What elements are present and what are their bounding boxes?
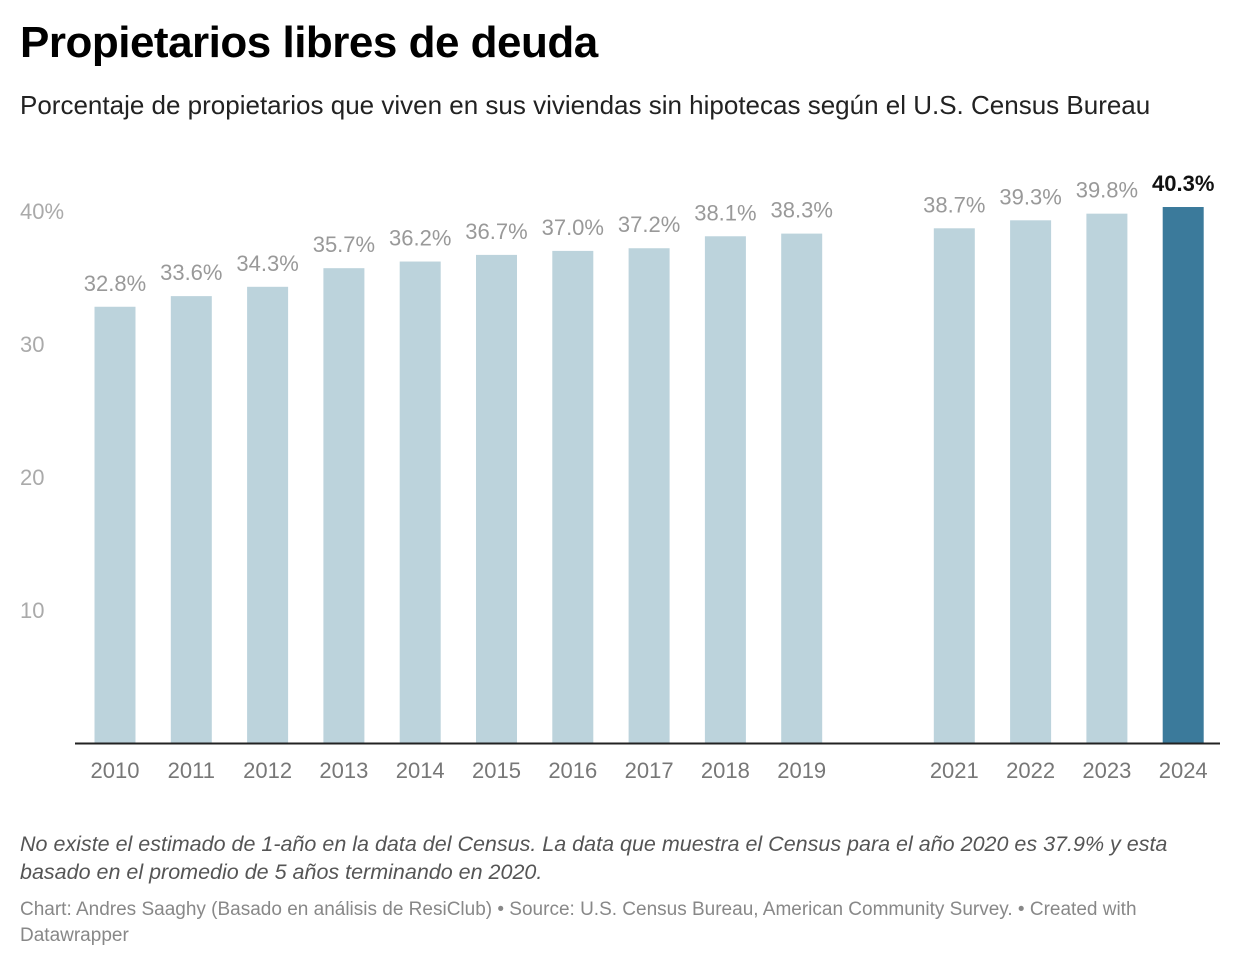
bar-chart: 10 20 30 40% 32.8% 2010 33.6% 2011 34.3% 2012 35.7… [20, 171, 1220, 783]
bar-2016 [552, 250, 594, 743]
x-tick-label: 2010 [91, 758, 140, 783]
chart-subtitle: Porcentaje de propietarios que viven en … [20, 90, 1151, 120]
data-label-2011: 33.6% [160, 260, 222, 285]
y-tick-label: 40% [20, 199, 64, 224]
x-tick-label: 2023 [1082, 758, 1131, 783]
data-label-2013: 35.7% [313, 232, 375, 257]
data-label-2023: 39.8% [1076, 178, 1138, 203]
data-label-2015: 36.7% [465, 219, 527, 244]
data-label-2016: 37.0% [542, 215, 604, 240]
chart-footer: Chart: Andres Saaghy (Basado en análisis… [20, 899, 1137, 946]
chart-title: Propietarios libres de deuda [20, 18, 598, 67]
x-tick-label: 2012 [243, 758, 292, 783]
x-tick-label: 2021 [930, 758, 979, 783]
x-tick-label: 2011 [168, 758, 215, 783]
x-tick-label: 2024 [1159, 758, 1208, 783]
data-label-2021: 38.7% [923, 192, 985, 217]
data-label-2018: 38.1% [694, 200, 756, 225]
bar-2022 [1010, 220, 1052, 743]
bar-2019 [781, 233, 823, 744]
bar-2024 [1162, 207, 1204, 743]
x-tick-label: 2013 [319, 758, 368, 783]
bar-2012 [247, 286, 289, 743]
bar-2018 [704, 236, 746, 743]
data-label-2010: 32.8% [84, 271, 146, 296]
y-tick-label: 10 [20, 598, 44, 623]
data-label-2014: 36.2% [389, 226, 451, 251]
x-tick-label: 2018 [701, 758, 750, 783]
x-tick-label: 2015 [472, 758, 521, 783]
bar-2014 [399, 261, 441, 743]
data-label-2024: 40.3% [1152, 171, 1214, 196]
x-tick-label: 2017 [625, 758, 674, 783]
x-tick-label: 2014 [396, 758, 445, 783]
bar-2013 [323, 268, 365, 743]
y-tick-label: 20 [20, 465, 44, 490]
bar-2015 [476, 254, 517, 743]
x-tick-label: 2016 [548, 758, 597, 783]
data-label-2022: 39.3% [999, 184, 1061, 209]
chart-note: No existe el estimado de 1-año en la dat… [20, 832, 1168, 884]
bar-2011 [170, 296, 212, 743]
bar-2021 [933, 228, 975, 744]
data-label-2019: 38.3% [771, 198, 833, 223]
x-tick-label: 2019 [777, 758, 826, 783]
bar-2017 [628, 248, 670, 744]
x-tick-label: 2022 [1006, 758, 1055, 783]
data-label-2012: 34.3% [236, 251, 298, 276]
y-tick-label: 30 [20, 332, 44, 357]
data-label-2017: 37.2% [618, 212, 680, 237]
bar-2010 [94, 306, 136, 743]
bar-2023 [1086, 213, 1128, 743]
